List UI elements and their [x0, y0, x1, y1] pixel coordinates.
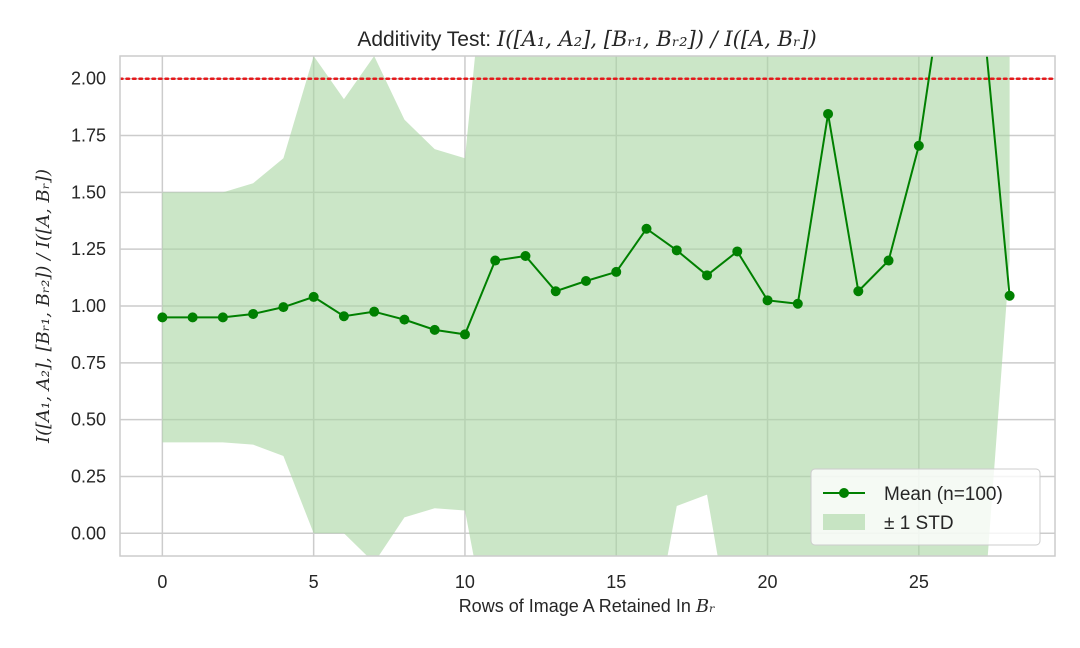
mean-data-point: [883, 255, 894, 266]
x-tick-label: 25: [909, 572, 929, 592]
y-tick-label: 1.75: [71, 126, 106, 146]
x-tick-label: 5: [309, 572, 319, 592]
chart-title: Additivity Test: I([A₁, A₂], [Bᵣ₁, Bᵣ₂])…: [357, 27, 816, 51]
mean-data-point: [702, 270, 713, 281]
legend-std-swatch: [823, 514, 865, 530]
mean-data-point: [580, 276, 591, 286]
legend: Mean (n=100) ± 1 STD: [810, 468, 1041, 546]
mean-data-point: [369, 306, 380, 317]
mean-data-point: [611, 266, 622, 277]
x-tick-labels: 0 5 10 15 20 25: [157, 572, 928, 592]
y-tick-label: 0.50: [71, 410, 106, 430]
x-tick-label: 0: [157, 572, 167, 592]
mean-data-point: [1004, 290, 1015, 301]
mean-data-point: [429, 324, 440, 335]
mean-data-point: [823, 108, 834, 119]
mean-data-point: [671, 245, 682, 256]
y-tick-label: 0.00: [71, 523, 106, 543]
y-tick-label: 0.25: [71, 466, 106, 486]
std-band: [162, 56, 1010, 556]
y-tick-label: 0.75: [71, 353, 106, 373]
y-tick-label: 1.00: [71, 296, 106, 316]
mean-data-point: [913, 140, 924, 151]
mean-data-point: [853, 286, 864, 297]
mean-data-point: [520, 251, 531, 261]
mean-data-point: [459, 329, 470, 340]
mean-data-point: [399, 314, 410, 325]
mean-data-point: [278, 302, 289, 313]
legend-box: [810, 468, 1041, 546]
y-tick-label: 1.50: [71, 182, 106, 202]
mean-data-point: [187, 312, 198, 323]
x-tick-label: 20: [758, 572, 778, 592]
y-tick-label: 1.25: [71, 239, 106, 259]
legend-mean-label: Mean (n=100): [884, 484, 1003, 505]
plot-frame: [119, 55, 1056, 557]
mean-data-point: [792, 298, 803, 309]
y-tick-labels: 0.00 0.25 0.50 0.75 1.00 1.25 1.50 1.75 2.00: [71, 69, 106, 544]
mean-data-point: [490, 255, 501, 266]
mean-data-point: [732, 246, 743, 257]
x-tick-label: 10: [455, 572, 475, 592]
mean-data-point: [338, 311, 349, 322]
mean-data-point: [308, 291, 319, 302]
legend-std-label: ± 1 STD: [884, 513, 954, 534]
x-tick-label: 15: [606, 572, 626, 592]
y-tick-label: 2.00: [71, 69, 106, 89]
x-axis-label: Rows of Image A Retained In Bᵣ: [459, 596, 716, 617]
legend-mean-marker: [839, 488, 849, 498]
mean-data-point: [248, 308, 259, 319]
y-axis-label: I([A₁, A₂], [Bᵣ₁, Bᵣ₂]) / I([A, Bᵣ]): [33, 169, 54, 444]
mean-series-points: [157, 108, 1015, 340]
mean-data-point: [217, 312, 228, 323]
mean-data-point: [641, 223, 652, 234]
mean-data-point: [157, 312, 168, 323]
mean-data-point: [762, 295, 773, 306]
mean-data-point: [550, 286, 561, 297]
